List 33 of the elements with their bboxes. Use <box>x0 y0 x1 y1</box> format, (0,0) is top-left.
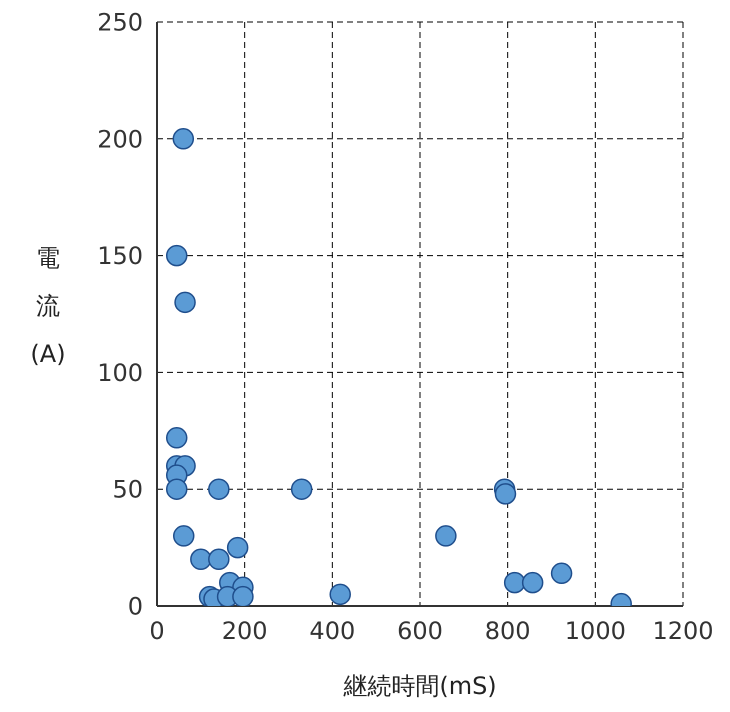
x-tick-label: 400 <box>309 617 356 646</box>
y-tick-label: 100 <box>97 358 143 387</box>
point <box>166 427 188 449</box>
point <box>172 525 194 547</box>
point <box>494 483 516 505</box>
point <box>190 548 212 570</box>
point <box>166 478 188 500</box>
point <box>208 478 230 500</box>
point <box>232 586 254 606</box>
point <box>172 128 194 150</box>
x-tick-label: 200 <box>222 617 268 646</box>
x-tick-label: 0 <box>149 617 165 646</box>
point <box>550 562 572 584</box>
point <box>329 584 351 606</box>
point <box>208 548 230 570</box>
x-tick-label: 1200 <box>652 617 714 646</box>
y-tick-label: 250 <box>97 8 143 37</box>
point <box>174 292 196 314</box>
x-tick-label: 800 <box>484 617 531 646</box>
y-tick-label: 50 <box>112 476 143 504</box>
point <box>522 572 544 594</box>
x-tick-label: 1000 <box>564 617 626 646</box>
point <box>226 536 248 558</box>
y-tick-label: 150 <box>97 242 143 270</box>
y-axis-title: 電流(A) <box>30 244 66 368</box>
y-tick-label: 0 <box>128 592 143 621</box>
point <box>504 572 526 594</box>
x-axis-title: 継続時間(mS) <box>342 672 497 700</box>
point <box>435 525 457 547</box>
x-tick-label: 600 <box>397 617 443 646</box>
point <box>166 244 188 266</box>
y-tick-label: 200 <box>97 125 143 154</box>
point <box>290 478 312 500</box>
